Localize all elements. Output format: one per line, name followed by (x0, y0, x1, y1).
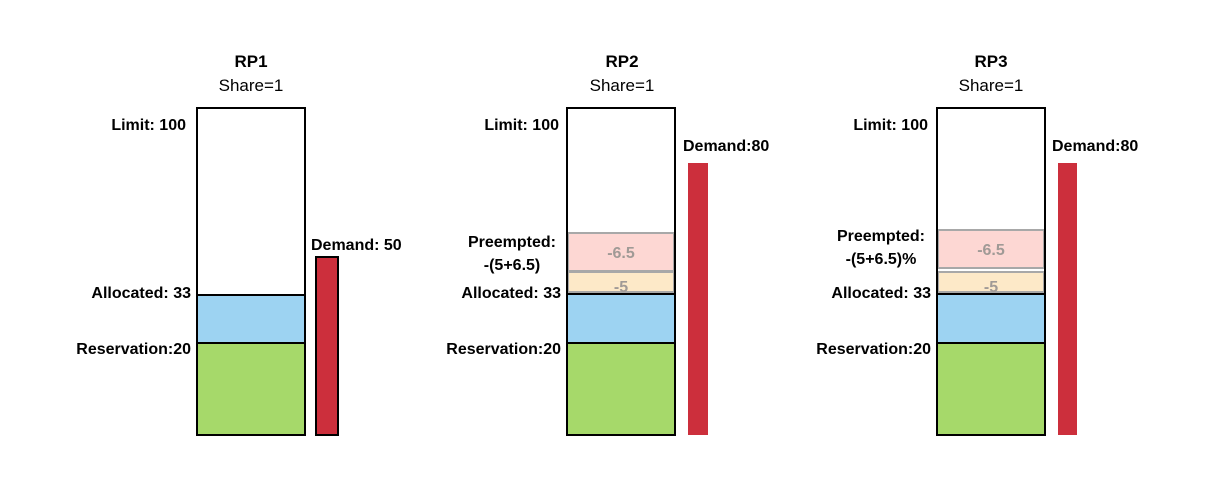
allocated-label: Allocated: 33 (461, 285, 561, 302)
limit-label: Limit: 100 (853, 117, 928, 134)
preempted-label: Preempted: (837, 228, 925, 245)
panel-rp1: RP1 Share=1 Limit: 100 Demand: 50 Alloca… (76, 52, 402, 436)
preempt-value-label: -5 (614, 279, 628, 296)
allocated-segment (196, 294, 306, 344)
panel-rp3: RP3 Share=1 -6.5 -5 Limit: 100 Demand:80… (816, 52, 1138, 436)
allocated-segment (566, 293, 676, 344)
panel-share: Share=1 (590, 76, 655, 95)
demand-label: Demand:80 (1052, 138, 1138, 155)
preempted-formula: -(5+6.5) (484, 257, 540, 274)
preempt-value-label: -6.5 (607, 245, 635, 262)
reservation-segment (196, 342, 306, 436)
limit-box (566, 107, 676, 436)
preempted-formula: -(5+6.5)% (846, 251, 917, 268)
reservation-label: Reservation:20 (76, 341, 191, 358)
preempt-segment-6-5 (567, 232, 675, 272)
panel-share: Share=1 (219, 76, 284, 95)
limit-box (936, 107, 1046, 436)
panel-title: RP3 (974, 52, 1007, 71)
reservation-segment (566, 342, 676, 436)
reservation-label: Reservation:20 (446, 341, 561, 358)
limit-label: Limit: 100 (111, 117, 186, 134)
allocated-label: Allocated: 33 (831, 285, 931, 302)
allocated-label: Allocated: 33 (91, 285, 191, 302)
demand-label: Demand:80 (683, 138, 769, 155)
demand-bar (688, 163, 708, 435)
reservation-segment (936, 342, 1046, 436)
allocated-segment (936, 293, 1046, 344)
demand-bar (315, 256, 339, 436)
reservation-label: Reservation:20 (816, 341, 931, 358)
panel-title: RP1 (234, 52, 267, 71)
preempt-value-label: -6.5 (977, 242, 1005, 259)
limit-box (196, 107, 306, 436)
preempt-value-label: -5 (984, 279, 998, 296)
panel-rp2: RP2 Share=1 -6.5 -5 Limit: 100 Demand:80… (446, 52, 769, 436)
demand-label: Demand: 50 (311, 237, 402, 254)
demand-bar (1058, 163, 1077, 435)
panel-title: RP2 (605, 52, 638, 71)
limit-label: Limit: 100 (484, 117, 559, 134)
preempted-label: Preempted: (468, 234, 556, 251)
panel-share: Share=1 (959, 76, 1024, 95)
